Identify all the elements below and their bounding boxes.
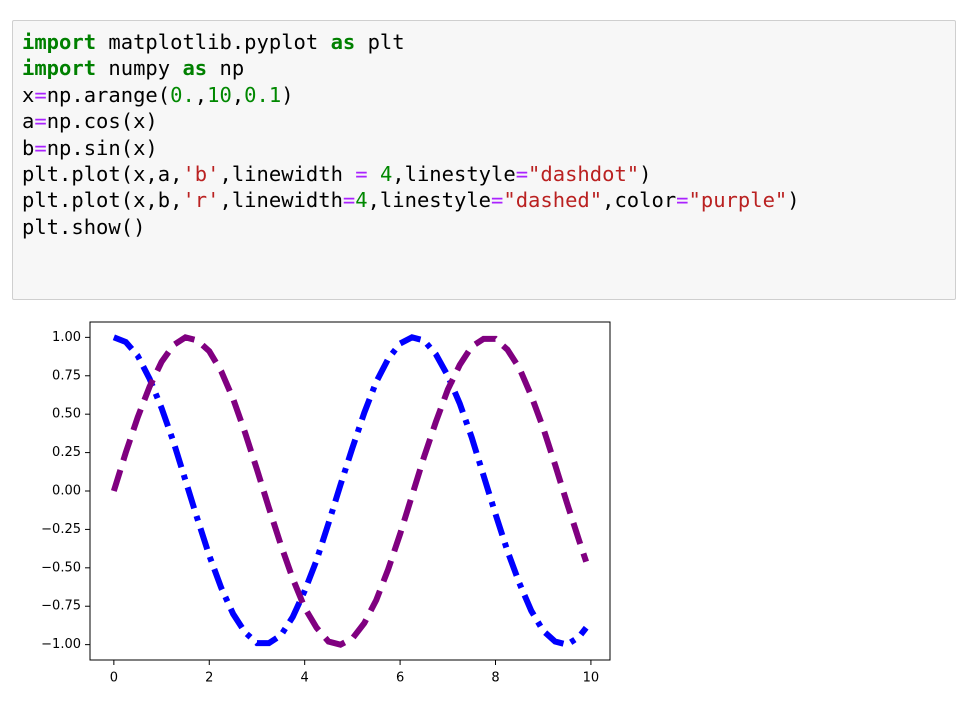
y-tick-label: 0.75	[52, 368, 81, 383]
code-line: import numpy as np	[22, 55, 946, 81]
code-token: np.cos(x)	[46, 109, 158, 134]
code-token: ,linewidth	[219, 188, 343, 213]
code-token: b	[22, 135, 35, 160]
code-token: 10	[207, 82, 232, 107]
code-line: b=np.sin(x)	[22, 135, 946, 161]
y-tick-label: 0.00	[52, 484, 81, 499]
x-tick-label: 4	[301, 671, 309, 686]
code-token: import	[22, 30, 97, 54]
code-line: plt.plot(x,b,'r',linewidth=4,linestyle="…	[22, 187, 946, 213]
code-line: plt.plot(x,a,'b',linewidth = 4,linestyle…	[22, 161, 946, 187]
code-token: as	[330, 30, 356, 54]
code-token: 0.	[170, 82, 195, 107]
code-token	[368, 162, 380, 186]
data-line	[110, 334, 589, 648]
y-tick-label: −0.75	[41, 599, 81, 614]
y-tick-label: 1.00	[52, 330, 81, 345]
code-token: =	[34, 109, 47, 134]
code-token: ,linestyle	[392, 162, 516, 187]
code-token: 'r'	[182, 188, 220, 213]
code-token: ,	[194, 82, 208, 107]
code-token: plt	[355, 30, 405, 54]
code-token: ,color	[602, 188, 677, 213]
code-token: =	[515, 162, 529, 187]
code-token: plt.show()	[22, 214, 146, 239]
code-token: ,linewidth	[219, 162, 356, 187]
code-token: np.arange(	[46, 82, 171, 107]
code-token: ,linestyle	[367, 188, 492, 213]
code-token: plt.plot(x,b,	[22, 188, 183, 213]
code-token: a	[22, 109, 35, 134]
code-token: "dashed"	[503, 188, 603, 213]
y-tick-label: −0.50	[41, 560, 81, 575]
x-tick-label: 10	[583, 671, 600, 686]
code-token: x	[22, 82, 35, 107]
data-line	[112, 334, 589, 648]
code-token: import	[22, 56, 97, 81]
x-tick-label: 6	[396, 671, 404, 686]
x-tick-label: 2	[205, 671, 213, 686]
x-tick-label: 0	[110, 671, 118, 686]
code-line: a=np.cos(x)	[22, 108, 946, 134]
code-token: ,	[231, 82, 245, 107]
code-token: "dashdot"	[528, 162, 640, 187]
code-token: "purple"	[688, 188, 788, 213]
code-token: 0.1	[244, 82, 282, 107]
y-tick-label: 0.50	[52, 407, 81, 422]
code-cell[interactable]: import matplotlib.pyplot as plt import nu…	[12, 20, 956, 300]
y-tick-label: −1.00	[41, 637, 81, 652]
code-token: =	[491, 188, 504, 213]
code-token: 4	[355, 188, 368, 213]
y-tick-label: 0.25	[52, 445, 81, 460]
code-token: np.sin(x)	[46, 135, 158, 160]
code-token: matplotlib.pyplot	[96, 30, 331, 54]
code-token: =	[342, 188, 356, 213]
code-token: =	[676, 188, 689, 213]
y-tick-label: −0.25	[41, 522, 81, 537]
code-token: plt.plot(x,a,	[22, 162, 183, 187]
code-token: 4	[379, 162, 393, 187]
code-token: =	[34, 135, 47, 160]
chart: 0 2 4 6 8 10 −1.00 −0.75 −0.50 −0.25 0.00 0.25 0.50 0…	[41, 321, 611, 686]
code-token: np	[207, 56, 245, 81]
code-token: 'b'	[182, 162, 220, 187]
code-token: )	[281, 82, 294, 107]
code-token: =	[34, 82, 47, 107]
code: import matplotlib.pyplot as plt import nu…	[22, 29, 946, 240]
code-line: plt.show()	[22, 214, 946, 240]
code-token: =	[355, 162, 368, 187]
code-token: )	[787, 188, 800, 213]
code-token: )	[639, 162, 652, 187]
code-line: import matplotlib.pyplot as plt	[22, 29, 946, 55]
code-token: numpy	[96, 56, 183, 81]
code-line: x=np.arange(0.,10,0.1)	[22, 82, 946, 108]
x-tick-label: 8	[491, 671, 499, 686]
code-token: as	[182, 56, 208, 81]
